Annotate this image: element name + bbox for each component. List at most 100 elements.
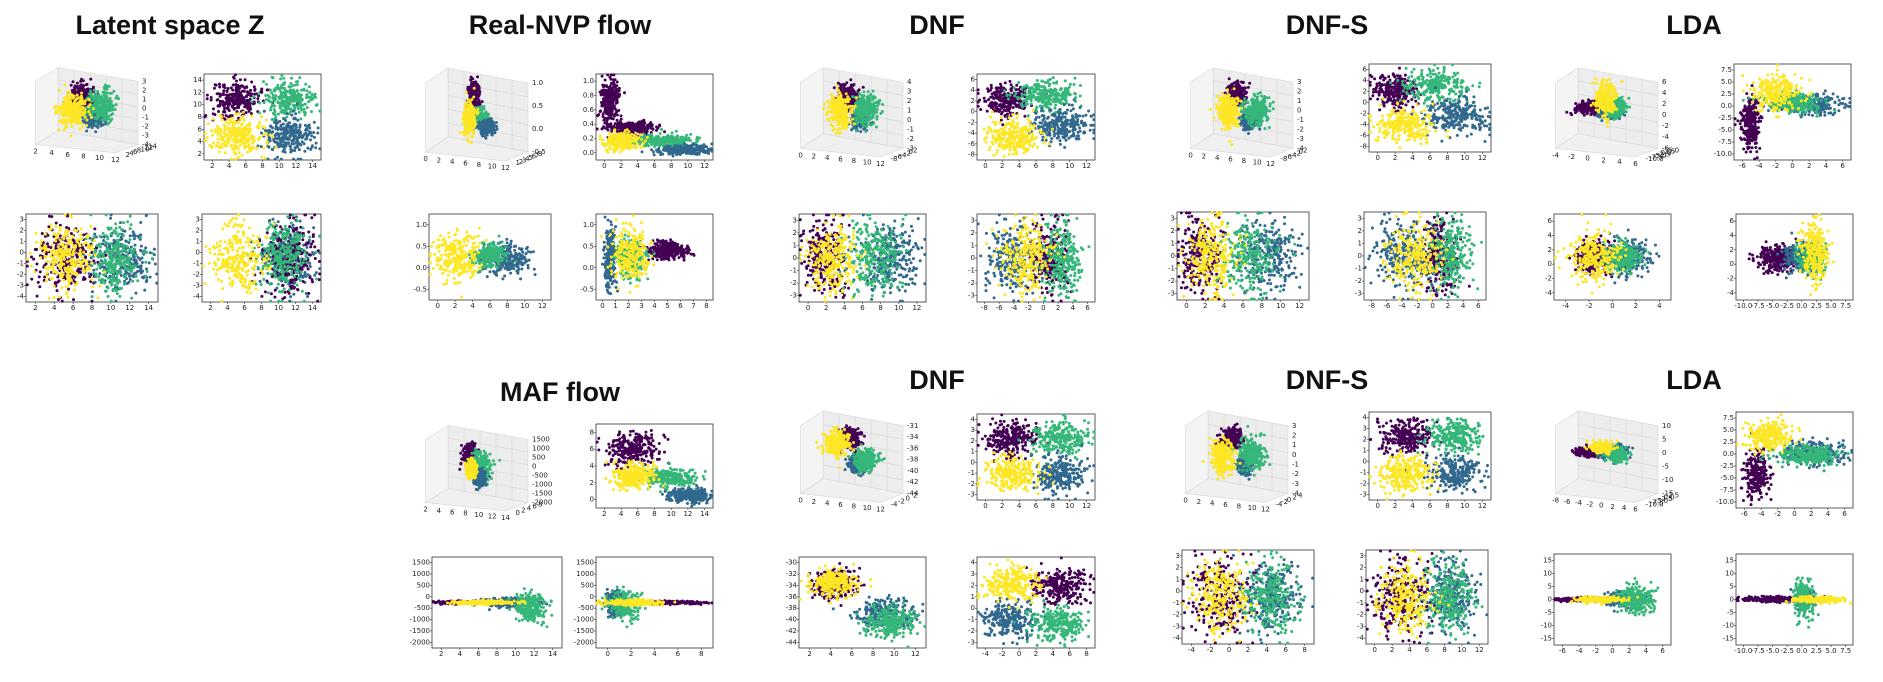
x-tick-label: 8 xyxy=(852,502,856,510)
y-tick-label: -2 xyxy=(17,271,24,279)
y-tick-label: 1 xyxy=(1176,575,1180,583)
realnvp-plot-4: 0 1 2 3 4 5 6 7 81.00.50.0-0.5 xyxy=(580,213,714,310)
y-tick-label: 6 xyxy=(532,153,537,161)
z-tick-label: 0 xyxy=(1297,107,1301,115)
y-tick-label: 3 xyxy=(20,216,24,224)
y-tick-label: 6 xyxy=(971,75,976,83)
cluster-c1 xyxy=(1027,98,1096,149)
cluster-c2 xyxy=(1416,550,1484,645)
z-tick-label: 0 xyxy=(1662,449,1666,457)
x-tick-label: 6 xyxy=(1228,156,1233,164)
z-tick-label: 5 xyxy=(1662,435,1666,443)
y-tick-label: 0 xyxy=(971,108,975,116)
y-tick-label: -7.5 xyxy=(1718,138,1732,146)
x-tick-label: 4 xyxy=(842,304,847,312)
x-tick-label: -4 xyxy=(1010,304,1018,312)
z-tick-label: -1 xyxy=(1292,460,1299,468)
x-tick-label: -5.0 xyxy=(1766,647,1780,655)
y-tick-label: 6 xyxy=(532,503,537,511)
y-tick-label: 4 xyxy=(1363,77,1368,85)
x-tick-label: 4 xyxy=(458,650,463,658)
y-tick-label: 2 xyxy=(590,479,594,487)
x-tick-label: 8 xyxy=(1442,646,1446,654)
x-tick-label: 0 xyxy=(1430,302,1434,310)
y-tick-label: 10 xyxy=(193,101,202,109)
y-tick-label: 0 xyxy=(1363,458,1367,466)
y-tick-label: 5 xyxy=(528,154,532,162)
cluster-c3 xyxy=(463,456,479,481)
y-tick-label: 500 xyxy=(581,581,594,589)
x-tick-label: -2 xyxy=(1586,302,1593,310)
y-tick-label: -1 xyxy=(790,267,797,275)
y-tick-label: -5 xyxy=(1727,609,1734,617)
lda_bot-panel-1: -8 -6 -4 -2 0 2 4 6 -10.0 -7.5 -5.0 -2.5 0.0 2.5 10 5 0-… xyxy=(1530,405,1690,523)
x-tick-label: 12 xyxy=(1082,502,1091,510)
cluster-c3 xyxy=(815,425,856,469)
x-tick-label: 10 xyxy=(488,163,497,171)
x-tick-label: -2.5 xyxy=(1780,302,1794,310)
y-tick-label: 1 xyxy=(1363,447,1367,455)
y-tick-label: 4 xyxy=(971,415,976,423)
z-tick-label: -5 xyxy=(1662,462,1669,470)
y-tick-label: -4 xyxy=(193,293,201,301)
z-tick-label: -4 xyxy=(1297,144,1305,152)
latent-panel-2: 2 4 6 8 10 12 14 14 12 10 8 6 4 2 xyxy=(190,72,325,172)
x-tick-label: 10 xyxy=(1253,158,1262,166)
y-tick-label: 0 xyxy=(590,496,594,504)
dnfs_bot-panel-2: 0 2 4 6 8 10 12 4 3 2 1 0 -1 -2 -3 xyxy=(1355,410,1495,512)
x-tick-label: 4 xyxy=(437,507,442,515)
y-tick-label: -5.0 xyxy=(1654,497,1668,505)
y-tick-label: 7.5 xyxy=(1723,414,1734,422)
z-tick-label: -4 xyxy=(1292,490,1300,498)
y-tick-label: -10.0 xyxy=(1645,155,1663,163)
x-tick-label: 10 xyxy=(667,510,676,518)
x-tick-label: 2 xyxy=(1000,162,1004,170)
title-dnf-top: DNF xyxy=(909,10,965,41)
y-tick-label: -1 xyxy=(968,469,975,477)
cluster-c1 xyxy=(1410,86,1492,144)
y-tick-label: -2 xyxy=(968,118,975,126)
z-tick-label: -1500 xyxy=(532,489,552,497)
dnf_bot-plot-1: 0 2 4 6 8 10 12-4 -2 0 2-31-34-36-38-40-42-44 xyxy=(798,410,919,513)
y-tick-label: 0.4 xyxy=(583,120,595,128)
y-tick-label: -2 xyxy=(193,271,200,279)
x-tick-label: 8 xyxy=(505,302,509,310)
x-tick-label: 0 xyxy=(1184,302,1188,310)
dnfs_top-panel-2: 0 2 4 6 8 10 12 6 4 2 0 -2 -4 -6 -8 xyxy=(1355,62,1495,164)
z-tick-label: 1000 xyxy=(532,444,550,452)
y-tick-label: -0.5 xyxy=(580,285,594,293)
y-tick-label: 2 xyxy=(125,151,129,159)
cluster-c3 xyxy=(1368,449,1441,501)
x-tick-label: -8 xyxy=(1552,497,1559,505)
dnf_bot-panel-3: 2 4 6 8 10 12 -30 -32 -34 -36 -38 -40 -42 -44 xyxy=(785,555,930,660)
realnvp-plot-2: 0 2 4 6 8 10 12 1.0 0.8 0.6 0.4 0.2 0.0 xyxy=(583,73,714,170)
x-tick-label: 10 xyxy=(1460,154,1469,162)
y-tick-label: 5.0 xyxy=(1668,146,1679,154)
y-tick-label: 0 xyxy=(905,494,909,502)
y-tick-label: -3 xyxy=(790,292,797,300)
x-tick-label: 0 xyxy=(1599,502,1603,510)
x-tick-label: -2 xyxy=(1025,304,1032,312)
z-tick-label: -1 xyxy=(1297,116,1304,124)
y-tick-label: 0.0 xyxy=(1721,102,1732,110)
y-tick-label: 15 xyxy=(1543,557,1552,565)
y-tick-label: 0 xyxy=(1176,587,1180,595)
z-tick-label: 0 xyxy=(1292,451,1296,459)
lda_top-panel-1: -4 -2 0 2 4 6 -10.0 -7.5 -5.0 -2.5 0.0 2.5 5.0 6 4 2 0 -2… xyxy=(1530,62,1690,177)
x-tick-label: -2 xyxy=(1772,162,1779,170)
z-tick-label: -44 xyxy=(907,490,919,498)
x-tick-label: 8 xyxy=(1051,502,1055,510)
y-tick-label: 1000 xyxy=(576,570,594,578)
y-tick-label: 12 xyxy=(193,88,202,96)
dnfs_bot-panel-4: 0 2 4 6 8 10 12 3 2 1 0 -1 -2 -3 -4 xyxy=(1352,548,1492,656)
y-tick-label: -4 xyxy=(890,500,898,508)
x-tick-label: 0 xyxy=(1372,646,1376,654)
x-tick-label: 0 xyxy=(600,302,604,310)
x-tick-label: 2 xyxy=(1393,502,1397,510)
cluster-c0 xyxy=(1368,66,1424,114)
y-tick-label: 1 xyxy=(793,241,797,249)
x-tick-label: -4 xyxy=(1576,647,1584,655)
cluster-c3 xyxy=(1373,549,1451,640)
y-tick-label: 0 xyxy=(426,593,430,601)
x-tick-label: 2 xyxy=(619,162,623,170)
